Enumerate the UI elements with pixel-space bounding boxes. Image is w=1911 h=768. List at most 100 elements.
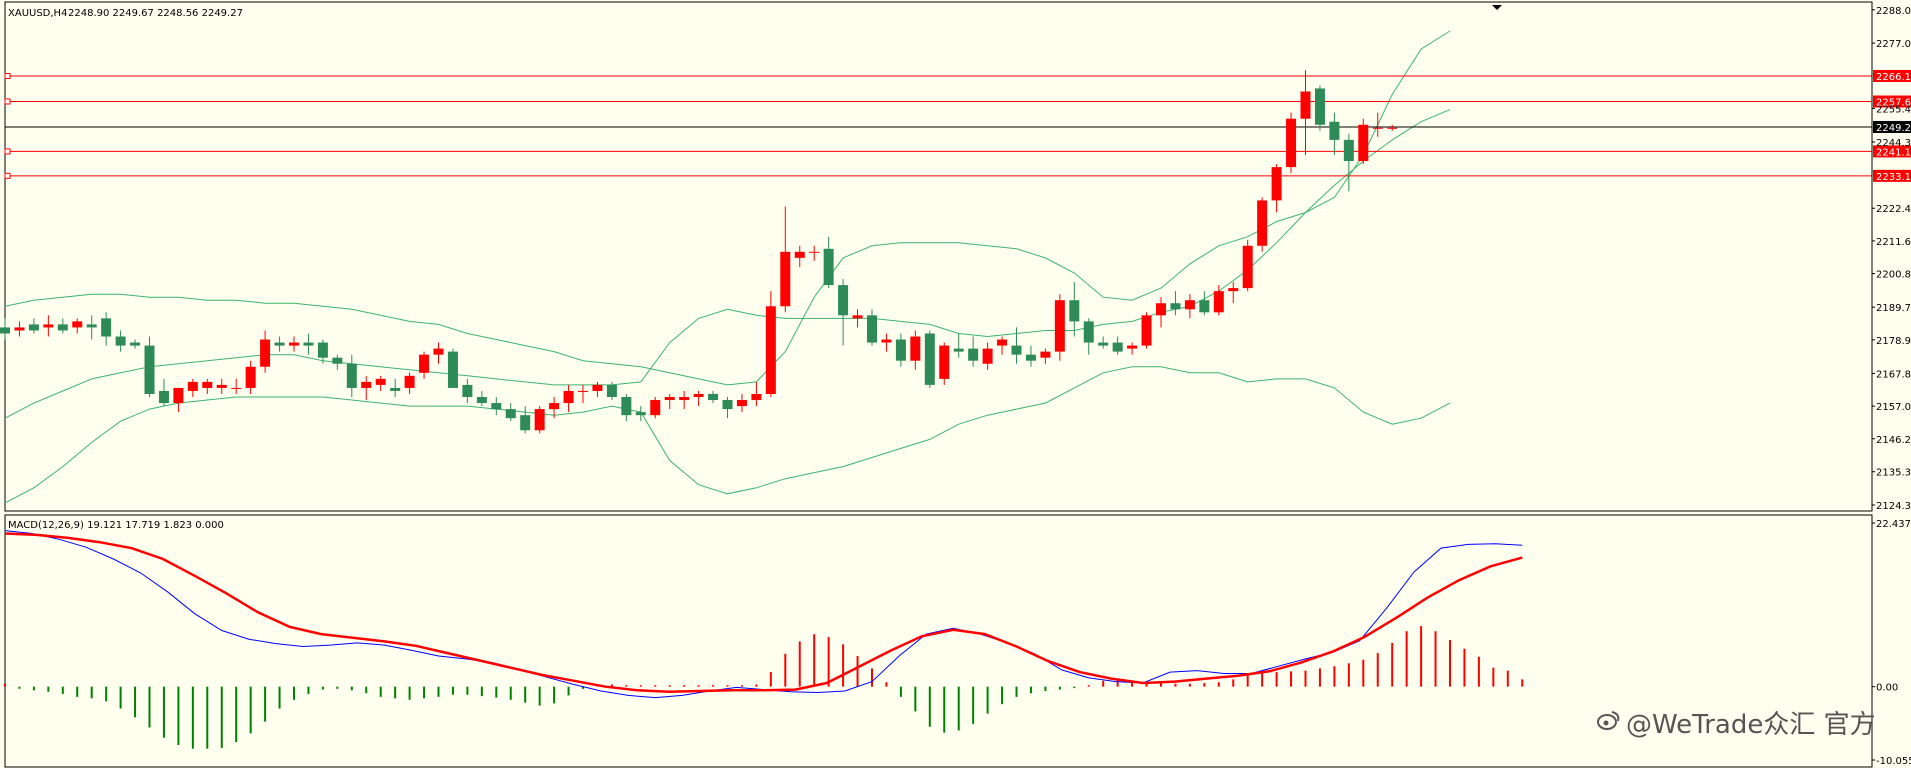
candle-body <box>1184 300 1195 310</box>
price-axis: 2288.00 2277.00 2255.40 2244.30 2222.40 2211.… <box>1871 2 1911 512</box>
candle-body <box>43 324 54 328</box>
candle <box>1083 318 1094 355</box>
candle <box>419 351 430 379</box>
candle-body <box>1271 167 1282 201</box>
candle <box>838 279 849 346</box>
candle <box>1025 345 1036 367</box>
candle-body <box>216 384 227 388</box>
candle-body <box>462 384 473 398</box>
candle-body <box>332 357 343 364</box>
candle-body <box>1040 351 1051 358</box>
candle <box>202 378 213 394</box>
level-price-tag <box>1873 145 1911 158</box>
candle <box>72 318 83 334</box>
candle-body <box>895 339 906 361</box>
candle-body <box>144 345 155 394</box>
bollinger-middle-band <box>4 109 1451 419</box>
candle-body <box>173 387 184 404</box>
candle <box>144 336 155 398</box>
candle <box>1286 112 1297 174</box>
candle-body <box>1314 88 1325 125</box>
candle-body <box>520 415 531 431</box>
candle-body <box>476 397 487 404</box>
price-tick-label: 2124.30 <box>1876 501 1911 512</box>
candle-body <box>187 381 198 391</box>
candle <box>606 381 617 401</box>
candle-body <box>447 351 458 388</box>
candle-body <box>823 248 834 286</box>
candle-body <box>289 342 299 346</box>
candle <box>173 387 184 413</box>
candle <box>751 381 762 407</box>
macd-signal-line <box>4 532 1523 694</box>
candle-body <box>722 400 733 410</box>
candle <box>216 378 227 394</box>
candle-body <box>1343 139 1354 162</box>
candle-body <box>592 384 603 391</box>
candle <box>1242 239 1253 292</box>
candle-body <box>650 400 661 416</box>
price-tick-label: 2211.60 <box>1876 237 1911 248</box>
candle <box>130 339 141 349</box>
candle <box>823 236 834 289</box>
candle <box>303 333 314 355</box>
candle <box>809 245 820 261</box>
candle <box>924 330 935 388</box>
macd-panel[interactable]: 22.437 0.00 -10.055 MACD(12,26,9) 19.121 1… <box>4 514 1911 768</box>
candle <box>765 291 776 398</box>
candle <box>1069 282 1080 337</box>
candle <box>1372 112 1383 137</box>
candle-body <box>245 366 256 388</box>
candle <box>491 397 502 416</box>
candle <box>1098 336 1109 349</box>
candle <box>361 375 372 401</box>
candle <box>1358 118 1369 165</box>
price-panel[interactable]: 2266.13 2257.69 2241.19 2233.11 2249.27 2288… <box>0 1 1911 512</box>
candle <box>867 309 877 346</box>
candle-body <box>751 393 762 401</box>
candle-body <box>563 390 574 404</box>
price-tick-label: 2200.80 <box>1876 270 1911 281</box>
candle-body <box>433 348 444 355</box>
symbol-label: XAUUSD,H4 <box>8 8 67 19</box>
level-handle <box>4 98 11 105</box>
candle-body <box>621 397 632 416</box>
candle <box>390 378 401 398</box>
macd-tick-label: 22.437 <box>1876 519 1911 530</box>
candle-body <box>910 336 921 361</box>
chart-shift-marker-icon[interactable] <box>1492 5 1502 10</box>
candle-body <box>231 387 242 389</box>
macd-histogram <box>4 626 1524 749</box>
price-tick-label: 2167.80 <box>1876 369 1911 380</box>
candle <box>1314 85 1325 131</box>
macd-tick-label: -10.055 <box>1876 756 1911 767</box>
candle <box>0 318 10 340</box>
candle-body <box>72 321 83 328</box>
candle <box>780 206 791 313</box>
candle-body <box>1127 345 1138 349</box>
candle <box>1213 285 1224 316</box>
candle <box>578 384 588 404</box>
candle-body <box>1011 345 1022 355</box>
price-tick-label: 2288.00 <box>1876 6 1911 17</box>
candle <box>57 318 68 334</box>
weibo-icon <box>1597 711 1620 730</box>
candle <box>982 342 993 370</box>
horizontal-levels: 2266.13 2257.69 2241.19 2233.11 2249.27 <box>4 69 1911 183</box>
candle <box>852 309 863 328</box>
candle <box>520 406 531 434</box>
candle-body <box>881 339 892 343</box>
candle-body <box>794 251 805 258</box>
candle-body <box>997 339 1008 346</box>
candle <box>534 406 545 434</box>
macd-axis: 22.437 0.00 -10.055 <box>1871 515 1911 767</box>
candle-body <box>1170 303 1181 310</box>
candle-body <box>606 384 617 398</box>
candle-body <box>809 251 820 253</box>
candle <box>794 245 805 267</box>
price-tick-label: 2189.70 <box>1876 303 1911 314</box>
candle-body <box>1372 127 1383 129</box>
candle-body <box>578 390 588 392</box>
